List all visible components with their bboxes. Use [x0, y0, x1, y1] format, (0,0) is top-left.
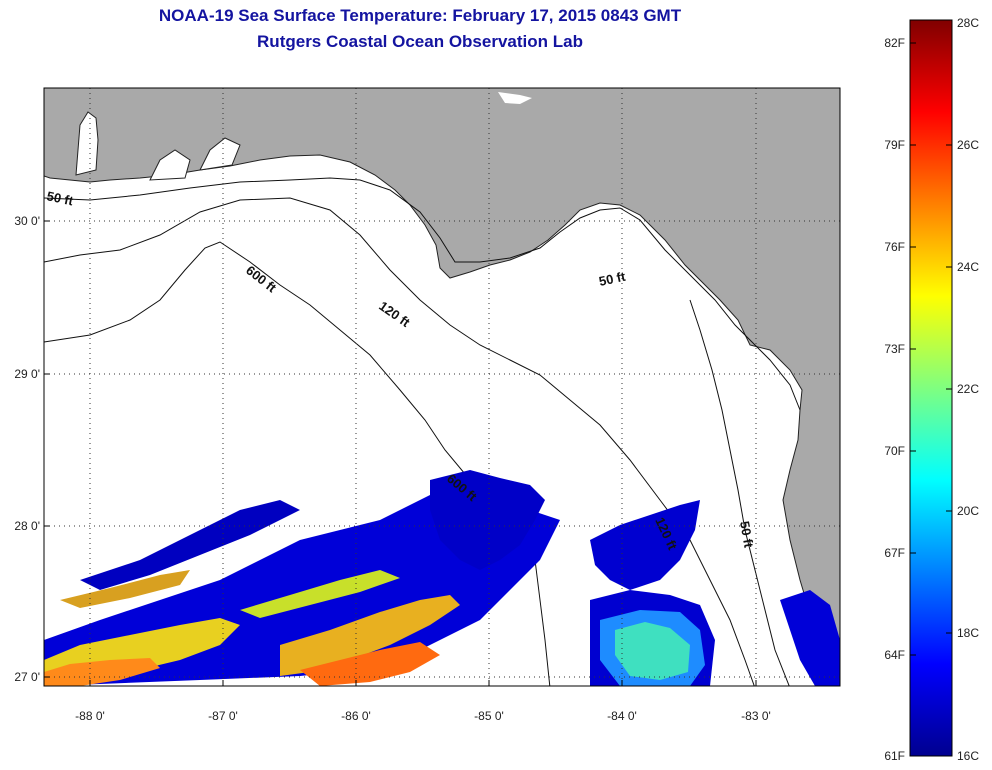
isobath-label: 50 ft — [737, 520, 757, 550]
latitude-tick-label: 28 0' — [14, 519, 40, 533]
colorbar-ticks — [910, 42, 952, 656]
colorbar-c-label: 16C — [957, 749, 979, 763]
longitude-tick-label: -86 0' — [341, 709, 371, 723]
inland-lake — [498, 92, 532, 104]
mobile-bay — [75, 111, 99, 176]
temperature-colorbar — [909, 19, 953, 757]
longitude-tick-label: -83 0' — [741, 709, 771, 723]
colorbar-c-label: 28C — [957, 16, 979, 30]
colorbar-c-label: 20C — [957, 504, 979, 518]
longitude-tick-label: -85 0' — [474, 709, 504, 723]
map-subtitle: Rutgers Coastal Ocean Observation Lab — [257, 32, 583, 51]
map-border — [43, 87, 841, 687]
latitude-tick-label: 29 0' — [14, 367, 40, 381]
colorbar-f-label: 79F — [884, 138, 905, 152]
sst-pixels — [44, 470, 840, 686]
colorbar-c-label: 22C — [957, 382, 979, 396]
choctawhatchee-bay — [199, 137, 241, 171]
colorbar-f-label: 76F — [884, 240, 905, 254]
isobath-50ft-north — [44, 177, 801, 411]
colorbar-f-label: 73F — [884, 342, 905, 356]
map-title: NOAA-19 Sea Surface Temperature: Februar… — [158, 6, 682, 25]
colorbar-f-label: 67F — [884, 546, 905, 560]
colorbar-f-label: 70F — [884, 444, 905, 458]
isobath-50ft-south — [689, 299, 790, 686]
colorbar-f-label: 61F — [884, 749, 905, 763]
longitude-tick-label: -88 0' — [75, 709, 105, 723]
longitude-tick-label: -84 0' — [607, 709, 637, 723]
isobath-label: 50 ft — [45, 188, 75, 208]
colorbar-f-label: 64F — [884, 648, 905, 662]
longitude-tick-label: -87 0' — [208, 709, 238, 723]
colorbar-f-label: 82F — [884, 36, 905, 50]
latitude-tick-label: 27 0' — [14, 670, 40, 684]
colorbar-c-label: 26C — [957, 138, 979, 152]
colorbar-c-label: 18C — [957, 626, 979, 640]
colorbar-c-label: 24C — [957, 260, 979, 274]
isobath-label: 50 ft — [598, 269, 628, 289]
isobath-120ft — [44, 197, 755, 686]
frame-ticks — [44, 220, 757, 686]
latitude-tick-label: 30 0' — [14, 214, 40, 228]
pensacola-bay — [149, 149, 191, 181]
